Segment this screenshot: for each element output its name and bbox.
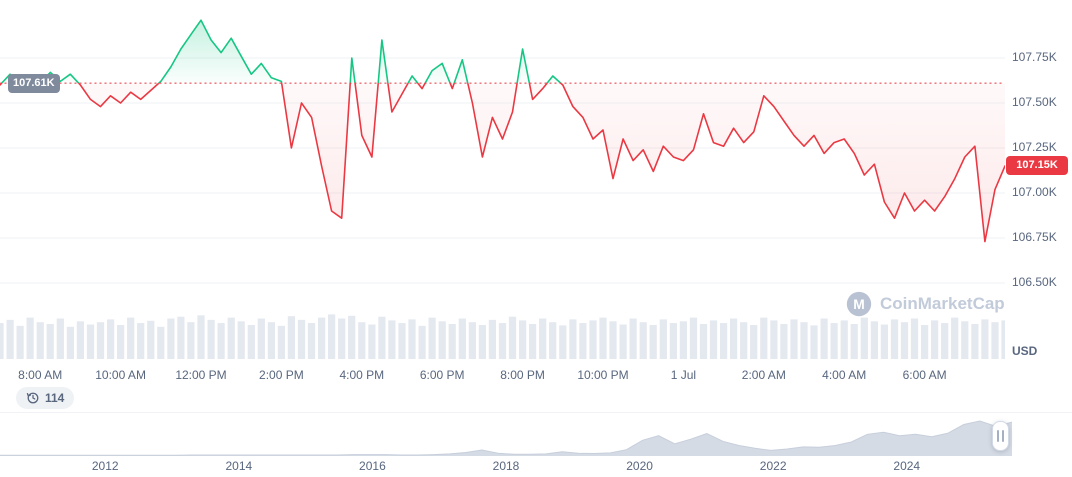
x-axis-label: 12:00 PM bbox=[175, 368, 227, 382]
x-axis-label: 8:00 PM bbox=[500, 368, 545, 382]
x-axis-label: 1 Jul bbox=[670, 368, 697, 382]
year-label: 2024 bbox=[893, 459, 921, 473]
y-axis-label: 107.75K bbox=[1012, 49, 1057, 64]
price-line-down bbox=[0, 83, 1005, 243]
x-axis-label: 2:00 AM bbox=[741, 368, 786, 382]
coinmarketcap-watermark: M CoinMarketCap bbox=[846, 291, 1005, 317]
range-brush[interactable]: 2012 2014 2016 2018 2020 2022 2024 bbox=[0, 412, 1072, 477]
x-axis-label: 4:00 AM bbox=[822, 368, 867, 382]
year-label: 2014 bbox=[225, 459, 253, 473]
y-axis-label: 107.00K bbox=[1012, 184, 1057, 199]
coinmarketcap-logo-icon: M bbox=[846, 291, 872, 317]
brush-handle[interactable] bbox=[992, 421, 1009, 451]
volume-bars bbox=[0, 314, 1005, 359]
history-count-badge[interactable]: 114 bbox=[16, 387, 75, 409]
x-axis: 8:00 AM 10:00 AM 12:00 PM 2:00 PM 4:00 PM 6:0… bbox=[0, 360, 1005, 386]
x-axis-label: 10:00 AM bbox=[95, 368, 146, 382]
history-mini-chart[interactable] bbox=[0, 415, 1012, 457]
gridlines bbox=[0, 57, 1005, 284]
year-label: 2018 bbox=[492, 459, 520, 473]
year-label: 2020 bbox=[626, 459, 653, 473]
year-label: 2022 bbox=[759, 459, 787, 473]
x-axis-label: 10:00 PM bbox=[577, 368, 629, 382]
history-count: 114 bbox=[45, 391, 65, 405]
history-area bbox=[0, 421, 1012, 456]
x-axis-label: 6:00 AM bbox=[902, 368, 947, 382]
year-label: 2012 bbox=[91, 459, 119, 473]
x-axis-label: 6:00 PM bbox=[419, 368, 465, 382]
area-below-baseline bbox=[0, 83, 1005, 242]
y-axis: 107.75K 107.50K 107.25K 107.00K 106.75K 106.5… bbox=[1005, 0, 1072, 360]
y-axis-label: 107.50K bbox=[1012, 94, 1057, 109]
svg-text:M: M bbox=[853, 296, 865, 312]
currency-unit-label[interactable]: USD bbox=[1012, 344, 1038, 358]
year-label: 2016 bbox=[359, 459, 386, 473]
history-clock-icon bbox=[26, 392, 39, 404]
watermark-text: CoinMarketCap bbox=[880, 294, 1005, 313]
baseline-price-label: 107.61K bbox=[8, 74, 60, 94]
y-axis-label: 106.50K bbox=[1012, 274, 1057, 289]
price-chart[interactable] bbox=[0, 0, 1005, 360]
y-axis-label: 106.75K bbox=[1012, 229, 1057, 244]
chart-toolbar: 114 bbox=[0, 386, 1072, 412]
y-axis-label: 107.25K bbox=[1012, 139, 1057, 154]
x-axis-label: 8:00 AM bbox=[18, 368, 63, 382]
price-line-up bbox=[0, 19, 562, 84]
current-price-badge: 107.15K bbox=[1006, 156, 1068, 176]
x-axis-label: 2:00 PM bbox=[259, 368, 304, 382]
history-area-outline bbox=[0, 420, 1012, 456]
x-axis-label: 4:00 PM bbox=[339, 368, 385, 382]
